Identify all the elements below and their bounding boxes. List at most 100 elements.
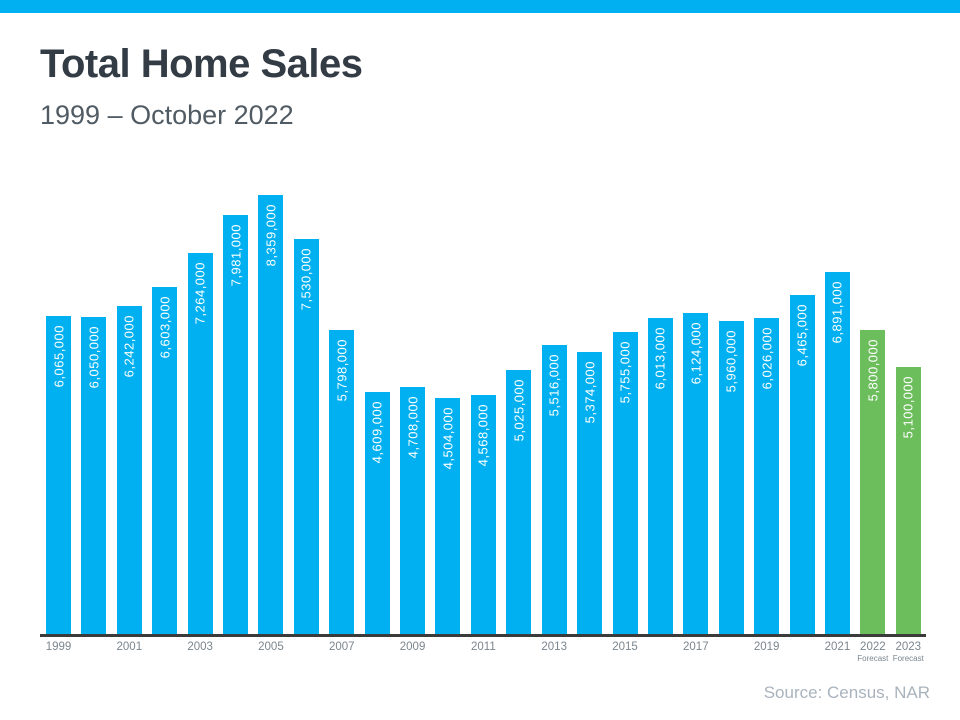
x-tick-label: 2013 xyxy=(541,641,567,653)
bar-value-label: 7,981,000 xyxy=(228,224,244,287)
x-tick-slot xyxy=(435,641,460,675)
x-tick-slot: 2009 xyxy=(400,641,426,675)
bar-2010: 4,504,000 xyxy=(435,398,461,635)
bar-value-label: 5,100,000 xyxy=(900,376,916,439)
bar-value-label: 4,609,000 xyxy=(369,401,385,464)
x-tick-sublabel: Forecast xyxy=(892,654,924,663)
bar-value-label: 4,568,000 xyxy=(475,404,491,467)
bar-value-label: 6,065,000 xyxy=(51,325,66,388)
x-tick-slot: 2001 xyxy=(117,641,143,675)
x-tick-label: 2017 xyxy=(683,641,709,653)
x-tick-inner: 1999 xyxy=(46,641,72,653)
bar-2020: 6,465,000 xyxy=(789,295,815,635)
chart-header: Total Home Sales 1999 – October 2022 xyxy=(40,42,363,131)
bar-2007: 5,798,000 xyxy=(329,330,355,635)
bar-2018: 5,960,000 xyxy=(718,321,744,635)
x-tick-slot xyxy=(506,641,531,675)
bar-value-label: 4,504,000 xyxy=(440,407,456,470)
bar-value-label: 5,798,000 xyxy=(334,339,350,402)
bar-2000: 6,050,000 xyxy=(81,317,107,635)
bar-value-label: 8,359,000 xyxy=(263,204,279,267)
x-tick-slot xyxy=(294,641,319,675)
x-tick-slot xyxy=(365,641,390,675)
bar-value-label: 6,603,000 xyxy=(157,296,173,359)
x-tick-inner: 2003 xyxy=(187,641,213,653)
bar-2016: 6,013,000 xyxy=(647,318,673,635)
x-tick-slot: 2003 xyxy=(187,641,213,675)
bar-value-label: 5,755,000 xyxy=(617,341,633,404)
x-tick-label: 2015 xyxy=(612,641,638,653)
bar-2004: 7,981,000 xyxy=(223,215,249,635)
bar-value-label: 6,891,000 xyxy=(829,281,845,344)
x-tick-label: 2005 xyxy=(258,641,284,653)
x-tick-slot xyxy=(223,641,248,675)
bar-2009: 4,708,000 xyxy=(400,387,426,635)
x-tick-slot xyxy=(648,641,673,675)
x-tick-slot: 2005 xyxy=(258,641,284,675)
x-tick-inner: 2021 xyxy=(825,641,851,653)
bar-2012: 5,025,000 xyxy=(506,370,532,635)
x-tick-inner: 2017 xyxy=(683,641,709,653)
bar-2015: 5,755,000 xyxy=(612,332,638,635)
x-tick-slot: 1999 xyxy=(46,641,72,675)
bar-value-label: 5,960,000 xyxy=(723,330,739,393)
x-tick-slot xyxy=(81,641,106,675)
bar-value-label: 6,242,000 xyxy=(121,315,137,378)
bar-value-label: 5,374,000 xyxy=(582,361,598,424)
x-tick-label: 2001 xyxy=(116,641,143,653)
bar-2017: 6,124,000 xyxy=(683,313,709,635)
bar-value-label: 5,025,000 xyxy=(511,379,527,442)
top-accent-bar xyxy=(0,0,960,13)
bar-1999: 6,065,000 xyxy=(46,316,71,635)
x-tick-slot xyxy=(719,641,744,675)
bar-2011: 4,568,000 xyxy=(470,395,496,635)
x-tick-slot xyxy=(577,641,602,675)
bar-2008: 4,609,000 xyxy=(364,392,390,635)
x-tick-inner: 2022 Forecast xyxy=(857,641,888,663)
bar-value-label: 7,530,000 xyxy=(298,248,314,311)
bar-2002: 6,603,000 xyxy=(152,287,178,635)
page-subtitle: 1999 – October 2022 xyxy=(40,100,294,130)
bar-2001: 6,242,000 xyxy=(116,306,142,635)
bar-2019: 6,026,000 xyxy=(754,318,780,635)
x-tick-label: 1999 xyxy=(45,641,72,653)
x-tick-slot: 2019 xyxy=(753,641,780,675)
x-tick-slot: 2013 xyxy=(541,641,567,675)
x-tick-inner: 2005 xyxy=(258,641,284,653)
bar-2021: 6,891,000 xyxy=(824,272,850,635)
x-tick-inner: 2001 xyxy=(117,641,143,653)
bar-2014: 5,374,000 xyxy=(577,352,603,635)
bar-value-label: 6,013,000 xyxy=(652,327,668,390)
x-tick-label: 2003 xyxy=(187,641,213,653)
bar-2023-forecast: 5,100,000 xyxy=(895,367,921,635)
bar-2013: 5,516,000 xyxy=(541,345,567,635)
x-tick-inner: 2015 xyxy=(612,641,638,653)
x-tick-slot xyxy=(790,641,815,675)
x-tick-slot: 2022 Forecast xyxy=(857,641,888,675)
bar-2003: 7,264,000 xyxy=(187,253,213,635)
x-axis-line xyxy=(40,634,926,637)
x-tick-label: 2007 xyxy=(328,641,355,653)
plot-area: 6,065,000 6,050,000 6,242,000 6,603,000 7,26… xyxy=(46,195,921,635)
x-tick-inner: 2009 xyxy=(400,641,426,653)
bar-value-label: 6,465,000 xyxy=(794,304,810,367)
bar-2022-forecast: 5,800,000 xyxy=(860,330,886,635)
x-tick-label: 2019 xyxy=(753,641,780,653)
x-tick-inner: 2023 Forecast xyxy=(893,641,924,663)
bar-value-label: 5,800,000 xyxy=(865,339,881,402)
bar-value-label: 5,516,000 xyxy=(546,354,562,417)
page-title: Total Home Sales xyxy=(40,42,363,86)
bar-value-label: 6,050,000 xyxy=(86,326,102,389)
x-tick-label: 2009 xyxy=(399,641,426,653)
x-tick-sublabel: Forecast xyxy=(857,654,889,663)
x-tick-inner: 2011 xyxy=(471,641,496,653)
x-tick-slot: 2023 Forecast xyxy=(893,641,924,675)
x-tick-inner: 2007 xyxy=(329,641,355,653)
bar-value-label: 6,026,000 xyxy=(759,327,775,390)
x-tick-slot: 2017 xyxy=(683,641,709,675)
bar-value-label: 4,708,000 xyxy=(405,396,421,459)
x-axis-ticks: 1999 2001 2003 2005 2007 2009 2011 2013 2015 2017… xyxy=(46,641,924,675)
x-tick-label: 2011 xyxy=(471,641,496,653)
bar-2006: 7,530,000 xyxy=(293,239,319,635)
x-tick-slot: 2015 xyxy=(612,641,638,675)
